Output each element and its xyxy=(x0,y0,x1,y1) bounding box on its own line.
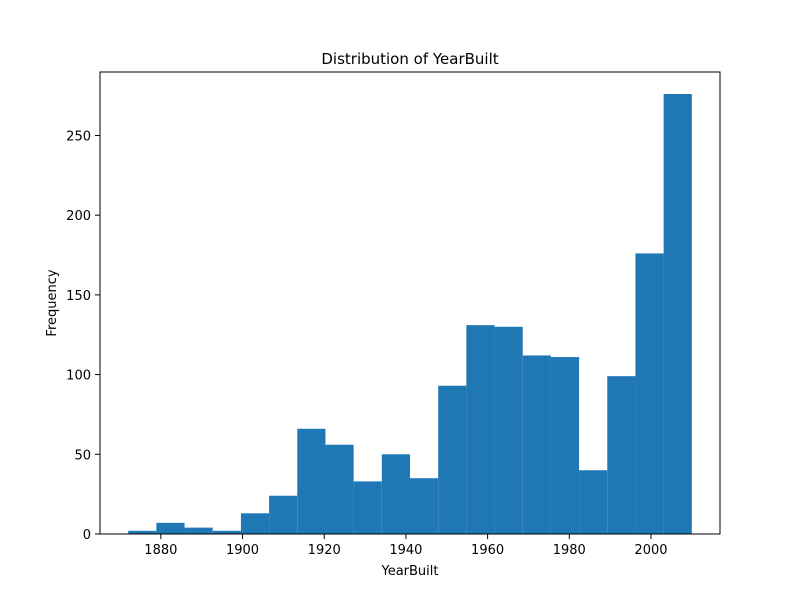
y-tick-label: 50 xyxy=(74,448,91,463)
x-tick-label: 1920 xyxy=(308,543,341,558)
histogram-bar xyxy=(128,530,157,534)
histogram-bar xyxy=(353,481,382,534)
histogram-bar xyxy=(269,495,298,534)
y-tick-label: 150 xyxy=(66,289,91,304)
histogram-bar xyxy=(494,326,523,534)
histogram-bar xyxy=(550,357,580,534)
histogram-bar xyxy=(212,530,241,534)
histogram-bar xyxy=(184,527,213,534)
histogram-bar xyxy=(410,478,439,534)
y-tick-label: 200 xyxy=(66,209,91,224)
histogram-bar xyxy=(579,470,608,534)
histogram-bar xyxy=(381,454,410,534)
x-tick-label: 1940 xyxy=(389,543,422,558)
histogram-bar xyxy=(240,513,270,534)
histogram-bar xyxy=(466,325,495,534)
histogram-bar xyxy=(325,444,354,534)
x-axis: 1880 1900 1920 1940 1960 1980 2000 xyxy=(144,534,668,558)
histogram-bar xyxy=(522,355,551,534)
x-tick-label: 1980 xyxy=(553,543,586,558)
y-tick-label: 0 xyxy=(83,528,91,543)
chart-title: Distribution of YearBuilt xyxy=(321,50,498,68)
y-axis-label: Frequency xyxy=(45,269,60,336)
x-tick-label: 2000 xyxy=(634,543,667,558)
y-axis: 0 50 100 150 200 250 xyxy=(66,129,100,543)
x-tick-label: 1880 xyxy=(144,543,177,558)
histogram-bar xyxy=(156,522,185,534)
plot-frame xyxy=(99,71,721,535)
bars-group xyxy=(128,94,692,534)
x-tick-label: 1900 xyxy=(226,543,259,558)
x-axis-label: YearBuilt xyxy=(380,564,438,579)
histogram-bar xyxy=(635,253,664,534)
histogram-bar xyxy=(297,428,326,534)
y-tick-label: 250 xyxy=(66,129,91,144)
histogram-bar xyxy=(607,376,636,534)
histogram-bar xyxy=(438,385,467,534)
y-tick-label: 100 xyxy=(66,369,91,384)
histogram-bar xyxy=(663,94,692,534)
x-tick-label: 1960 xyxy=(471,543,504,558)
